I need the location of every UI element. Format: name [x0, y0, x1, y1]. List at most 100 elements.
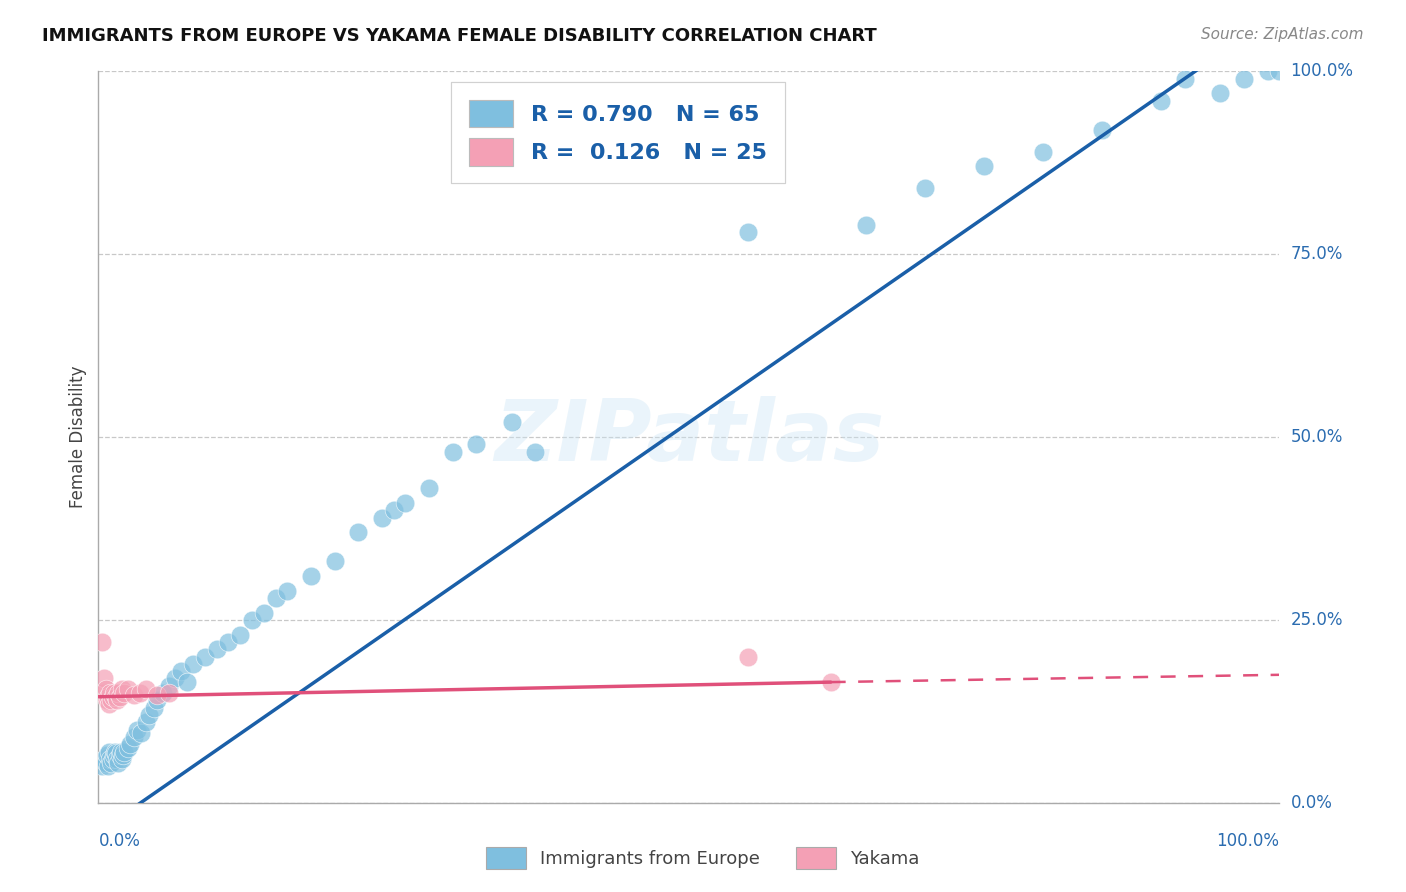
Point [253, 606, 276, 620]
Point [157, 686, 180, 700]
Point [129, 726, 152, 740]
Point [96, 748, 118, 763]
Point [91, 686, 114, 700]
Point [1233, 71, 1256, 86]
Point [382, 503, 405, 517]
Point [135, 715, 157, 730]
Point [112, 745, 135, 759]
Point [1032, 145, 1054, 159]
Text: 0.0%: 0.0% [1291, 794, 1333, 812]
Point [152, 686, 174, 700]
Point [240, 613, 263, 627]
Point [98, 686, 121, 700]
Point [105, 752, 128, 766]
Point [973, 160, 995, 174]
Point [194, 649, 217, 664]
Text: Source: ZipAtlas.com: Source: ZipAtlas.com [1201, 27, 1364, 42]
Point [94, 682, 117, 697]
Point [205, 642, 228, 657]
Point [176, 675, 198, 690]
Text: 25.0%: 25.0% [1291, 611, 1343, 629]
Text: 0.0%: 0.0% [98, 832, 141, 850]
Point [170, 664, 193, 678]
Point [122, 730, 145, 744]
Text: 50.0%: 50.0% [1291, 428, 1343, 446]
Text: ZIPatlas: ZIPatlas [494, 395, 884, 479]
Point [101, 690, 124, 704]
Point [142, 700, 165, 714]
Point [323, 554, 346, 568]
Point [112, 686, 135, 700]
Point [138, 708, 160, 723]
Point [107, 756, 129, 770]
Point [96, 693, 118, 707]
Point [110, 745, 132, 759]
Point [157, 679, 180, 693]
Point [97, 759, 120, 773]
Point [146, 688, 169, 702]
Text: 75.0%: 75.0% [1291, 245, 1343, 263]
Point [120, 737, 142, 751]
Point [108, 748, 131, 763]
Point [108, 690, 131, 704]
Point [1257, 64, 1279, 78]
Point [1174, 71, 1197, 86]
Point [418, 481, 440, 495]
Point [112, 748, 135, 763]
Point [111, 752, 134, 766]
Legend: Immigrants from Europe, Yakama: Immigrants from Europe, Yakama [477, 838, 929, 879]
Legend: R = 0.790   N = 65, R =  0.126   N = 25: R = 0.790 N = 65, R = 0.126 N = 25 [451, 82, 785, 184]
Point [104, 745, 127, 759]
Point [117, 740, 139, 755]
Text: IMMIGRANTS FROM EUROPE VS YAKAMA FEMALE DISABILITY CORRELATION CHART: IMMIGRANTS FROM EUROPE VS YAKAMA FEMALE … [42, 27, 877, 45]
Text: 100.0%: 100.0% [1291, 62, 1354, 80]
Point [111, 682, 134, 697]
Point [217, 635, 239, 649]
Point [855, 218, 877, 232]
Point [100, 693, 122, 707]
Point [93, 672, 115, 686]
Text: 100.0%: 100.0% [1216, 832, 1279, 850]
Point [103, 686, 125, 700]
Point [299, 569, 322, 583]
Point [122, 688, 145, 702]
Point [94, 756, 117, 770]
Y-axis label: Female Disability: Female Disability [69, 366, 87, 508]
Point [347, 525, 370, 540]
Point [117, 682, 139, 697]
Point [100, 756, 122, 770]
Point [1091, 123, 1114, 137]
Point [105, 746, 128, 760]
Point [107, 686, 129, 700]
Point [93, 752, 115, 766]
Point [737, 649, 759, 664]
Point [91, 635, 114, 649]
Point [181, 657, 204, 671]
Point [98, 745, 121, 759]
Point [1268, 64, 1291, 78]
Point [1150, 94, 1173, 108]
Point [98, 752, 121, 766]
Point [914, 181, 936, 195]
Point [165, 672, 187, 686]
Point [146, 693, 169, 707]
Point [105, 693, 128, 707]
Point [737, 225, 759, 239]
Point [135, 682, 157, 697]
Point [128, 686, 150, 700]
Point [1209, 87, 1232, 101]
Point [98, 697, 121, 711]
Point [820, 675, 842, 690]
Point [229, 627, 252, 641]
Point [103, 748, 125, 763]
Point [371, 510, 394, 524]
Point [264, 591, 287, 605]
Point [276, 583, 298, 598]
Point [524, 444, 547, 458]
Point [127, 723, 149, 737]
Point [91, 759, 114, 773]
Point [501, 416, 523, 430]
Point [97, 690, 120, 704]
Point [105, 690, 128, 704]
Point [441, 444, 464, 458]
